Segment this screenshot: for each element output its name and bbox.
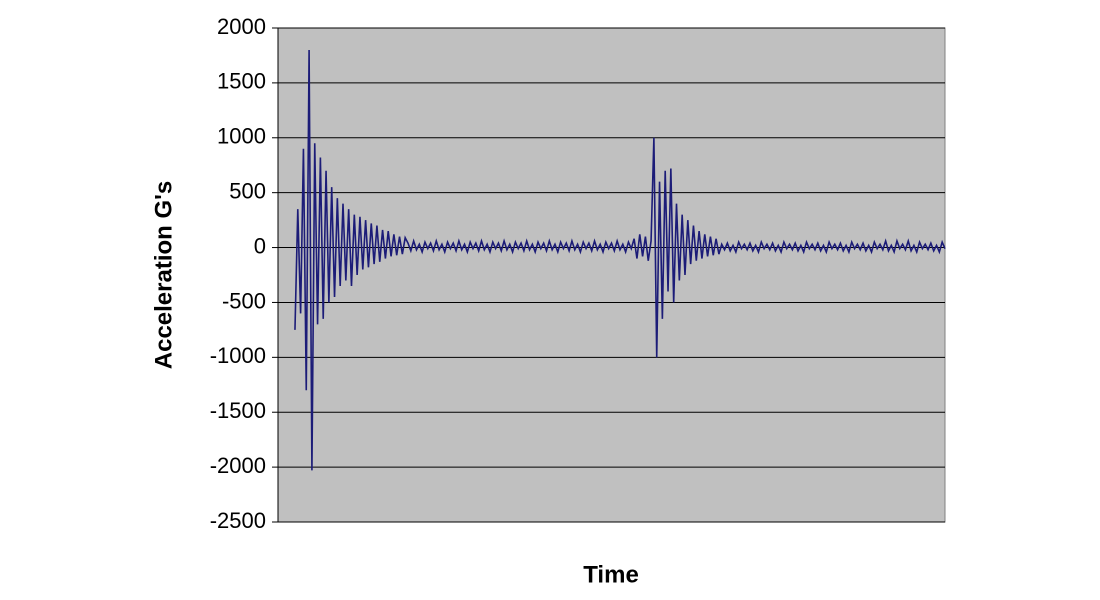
plot-area: [277, 27, 946, 523]
y-tick-label: -2500: [210, 508, 266, 533]
data-line: [294, 49, 946, 471]
y-tick-label: -1500: [210, 398, 266, 423]
y-tick-label: -500: [222, 288, 266, 313]
y-tick-label: 1500: [217, 69, 266, 94]
y-tick-label: 1000: [217, 124, 266, 149]
y-tick-label: -1000: [210, 343, 266, 368]
y-tick-label: 2000: [217, 14, 266, 39]
y-tick-label: 500: [229, 178, 266, 203]
y-axis-label: Acceleration G's: [150, 181, 177, 369]
x-axis-label: Time: [583, 561, 639, 588]
y-tick-label: -2000: [210, 453, 266, 478]
y-tick-label: 0: [254, 233, 266, 258]
